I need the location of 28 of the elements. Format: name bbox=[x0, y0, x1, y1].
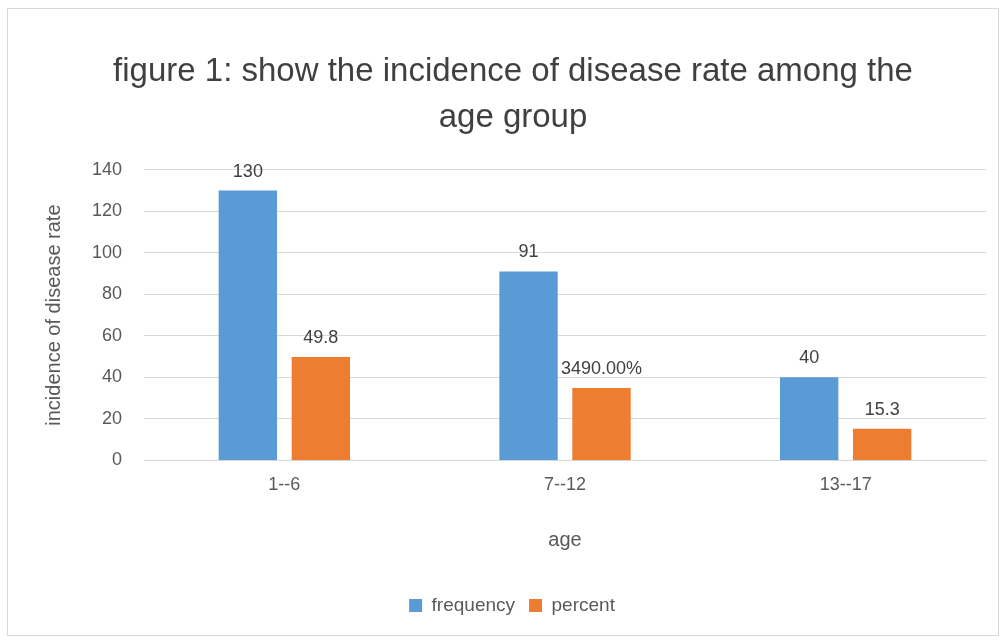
x-tick-label: 1--6 bbox=[268, 474, 301, 495]
bar bbox=[499, 271, 558, 460]
data-label: 15.3 bbox=[864, 398, 900, 419]
x-tick-label: 7--12 bbox=[544, 474, 587, 495]
data-label: 40 bbox=[799, 347, 820, 368]
data-label: 3490.00% bbox=[560, 357, 643, 378]
bar bbox=[291, 357, 351, 460]
y-tick-label: 40 bbox=[102, 366, 123, 387]
x-axis-title: age bbox=[548, 527, 582, 550]
y-tick-label: 60 bbox=[102, 324, 123, 345]
data-label: 49.8 bbox=[303, 327, 339, 347]
data-label: 130 bbox=[232, 160, 263, 181]
bar bbox=[852, 428, 912, 460]
y-tick-label: 80 bbox=[102, 283, 123, 304]
y-axis-title: incidence of disease rate bbox=[41, 204, 64, 426]
legend-label: frequency bbox=[431, 593, 516, 615]
y-tick-label: 20 bbox=[102, 407, 123, 428]
bar bbox=[572, 387, 631, 460]
chart-title: figure 1: show the incidence of disease rate among the age group bbox=[112, 50, 914, 136]
y-tick-label: 100 bbox=[91, 241, 123, 262]
bar bbox=[218, 190, 278, 460]
y-tick-label: 0 bbox=[112, 449, 123, 470]
data-label: 91 bbox=[518, 241, 539, 262]
y-tick-label: 140 bbox=[91, 158, 123, 179]
y-tick-label: 120 bbox=[91, 200, 123, 221]
bar bbox=[780, 377, 839, 460]
x-tick-label: 13--17 bbox=[819, 474, 872, 495]
legend-label: percent bbox=[551, 593, 616, 615]
